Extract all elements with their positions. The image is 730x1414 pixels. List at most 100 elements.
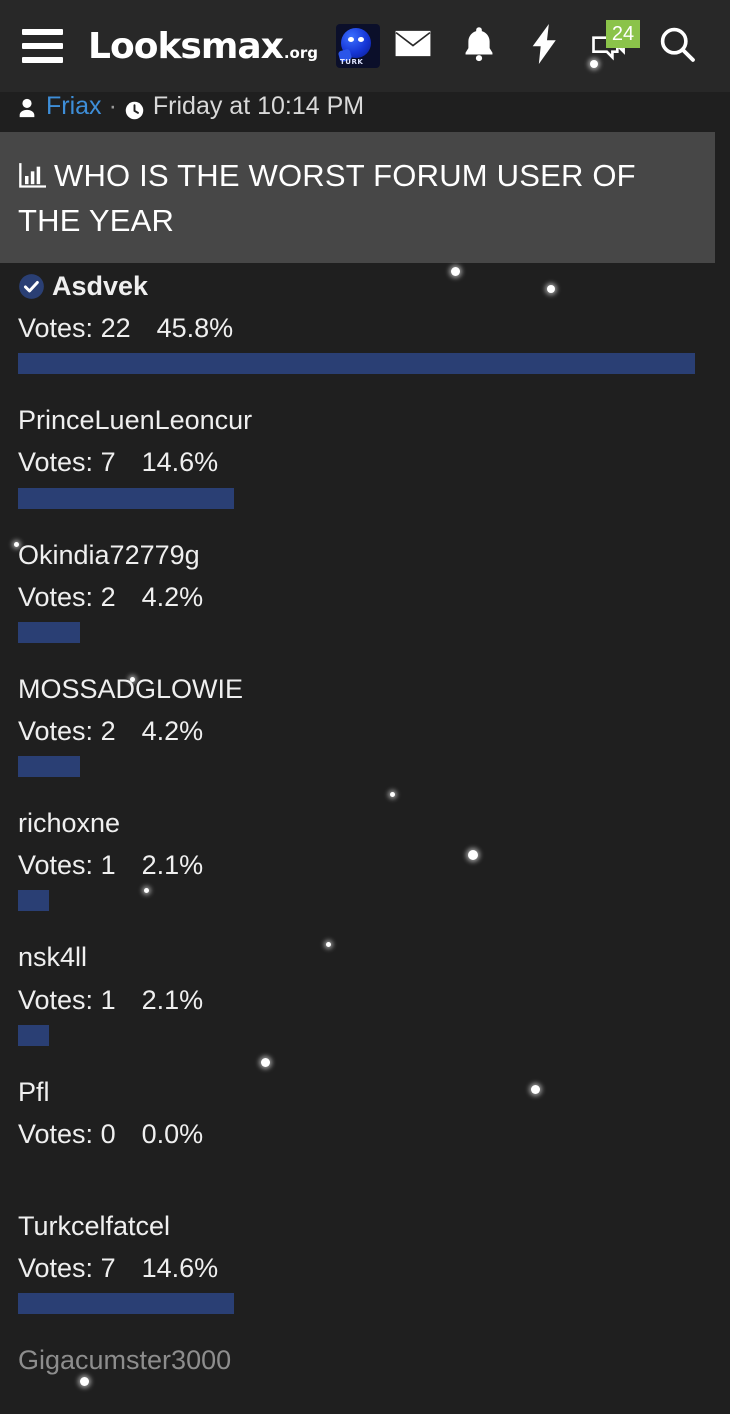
poll-option-row: richoxne Votes: 1 2.1% xyxy=(18,805,712,912)
poll-option-name: MOSSADGLOWIE xyxy=(18,671,712,707)
votes-percent: 4.2% xyxy=(141,581,204,612)
hamburger-icon[interactable] xyxy=(22,29,64,63)
poll-option-stats: Votes: 1 2.1% xyxy=(18,848,712,883)
poll-title-text: WHO IS THE WORST FORUM USER OF THE YEAR xyxy=(18,158,636,238)
poll-option-label: MOSSADGLOWIE xyxy=(18,673,244,704)
poll-option-row: Turkcelfatcel Votes: 7 14.6% xyxy=(18,1208,712,1315)
votes-percent: 45.8% xyxy=(156,313,234,344)
inbox-button[interactable] xyxy=(380,16,446,76)
votes-label: Votes: xyxy=(18,1253,101,1284)
user-icon xyxy=(16,97,38,119)
poll-option-name: Asdvek xyxy=(18,268,712,304)
poll-bar-track xyxy=(18,487,712,509)
poll-option-row: nsk4ll Votes: 1 2.1% xyxy=(18,939,712,1046)
poll-bar-chart-icon xyxy=(18,157,46,188)
poll-option-row: PrinceLuenLeoncur Votes: 7 14.6% xyxy=(18,402,712,509)
poll-bar-fill xyxy=(18,756,80,778)
votes-label: Votes: xyxy=(18,984,101,1015)
poll-option-stats: Votes: 2 4.2% xyxy=(18,580,712,615)
poll-bar-track xyxy=(18,890,712,912)
poll-option-label: Okindia72779g xyxy=(18,539,200,570)
votes-count: 7 xyxy=(100,447,116,478)
poll-bar-track xyxy=(18,756,712,778)
poll-option-row: Gigacumster3000 xyxy=(18,1342,712,1378)
votes-count: 2 xyxy=(100,581,116,612)
votes-percent: 14.6% xyxy=(141,447,219,478)
poll-option-stats: Votes: 22 45.8% xyxy=(18,311,712,346)
poll-bar-track xyxy=(18,621,712,643)
poll-option-name: Gigacumster3000 xyxy=(18,1342,712,1378)
avatar-tag: TURK xyxy=(340,58,364,66)
votes-count: 2 xyxy=(100,715,116,746)
poll-option-name: Turkcelfatcel xyxy=(18,1208,712,1244)
votes-percent: 0.0% xyxy=(141,1118,204,1149)
poll-option-stats: Votes: 7 14.6% xyxy=(18,445,712,480)
poll-bar-fill xyxy=(18,1293,234,1315)
poll-option-name: Pfl xyxy=(18,1074,712,1110)
poll-option-name: richoxne xyxy=(18,805,712,841)
poll-bar-fill xyxy=(18,890,49,912)
poll-option-row: MOSSADGLOWIE Votes: 2 4.2% xyxy=(18,671,712,778)
votes-count: 0 xyxy=(100,1118,116,1149)
votes-count: 22 xyxy=(100,313,131,344)
byline-timestamp[interactable]: Friday at 10:14 PM xyxy=(152,91,365,120)
avatar-eye-left xyxy=(348,37,354,42)
poll-option-label: Gigacumster3000 xyxy=(18,1345,232,1376)
poll-option-row: Okindia72779g Votes: 2 4.2% xyxy=(18,537,712,643)
poll-bar-fill xyxy=(18,1024,49,1046)
check-circle-icon xyxy=(18,273,45,300)
poll-bar-track xyxy=(18,1293,712,1315)
poll-bar-track xyxy=(18,1159,712,1180)
poll-option-label: Asdvek xyxy=(52,271,149,301)
votes-label: Votes: xyxy=(18,447,101,478)
search-button[interactable] xyxy=(644,16,710,76)
votes-label: Votes: xyxy=(18,715,101,746)
votes-percent: 2.1% xyxy=(141,850,204,881)
poll-option-stats: Votes: 7 14.6% xyxy=(18,1251,712,1286)
alerts-button[interactable] xyxy=(446,16,512,76)
votes-label: Votes: xyxy=(18,850,101,881)
brand-name: Looksmax xyxy=(88,25,284,67)
poll-option-name: PrinceLuenLeoncur xyxy=(18,402,712,438)
poll-title: WHO IS THE WORST FORUM USER OF THE YEAR xyxy=(0,132,715,264)
poll-option-row: Pfl Votes: 0 0.0% xyxy=(18,1074,712,1180)
poll-option-label: PrinceLuenLeoncur xyxy=(18,405,253,436)
brand-tld: .org xyxy=(283,43,318,62)
poll-bar-fill xyxy=(18,487,234,509)
poll-option-label: Pfl xyxy=(18,1076,50,1107)
votes-label: Votes: xyxy=(18,313,101,344)
poll-bar-fill xyxy=(18,353,695,375)
votes-label: Votes: xyxy=(18,1118,101,1149)
bell-icon xyxy=(462,25,496,67)
poll-bar-fill xyxy=(18,621,80,643)
votes-percent: 4.2% xyxy=(141,715,204,746)
site-logo[interactable]: Looksmax .org xyxy=(88,26,318,67)
lightning-bolt-icon xyxy=(532,23,558,69)
clock-icon xyxy=(124,99,145,120)
conversations-badge: 24 xyxy=(606,20,640,48)
poll-option-label: Turkcelfatcel xyxy=(18,1210,171,1241)
poll-option-label: nsk4ll xyxy=(18,942,88,973)
votes-count: 7 xyxy=(100,1253,116,1284)
poll-option-stats: Votes: 2 4.2% xyxy=(18,714,712,749)
votes-count: 1 xyxy=(100,984,116,1015)
byline-author[interactable]: Friax xyxy=(46,91,102,120)
avatar[interactable]: TURK xyxy=(336,24,380,68)
poll-option-stats: Votes: 1 2.1% xyxy=(18,983,712,1018)
magnifier-icon xyxy=(659,26,695,67)
votes-count: 1 xyxy=(100,850,116,881)
poll-option-name: Okindia72779g xyxy=(18,537,712,573)
poll-bar-track xyxy=(18,1024,712,1046)
votes-percent: 14.6% xyxy=(141,1253,219,1284)
nav-icon-group: 24 xyxy=(380,16,730,76)
top-navigation-bar: Looksmax .org TURK xyxy=(0,0,730,92)
activity-button[interactable] xyxy=(512,16,578,76)
poll-option-name: nsk4ll xyxy=(18,939,712,975)
envelope-icon xyxy=(394,29,432,63)
poll-option-row: Asdvek Votes: 22 45.8% xyxy=(18,268,712,375)
poll-option-label: richoxne xyxy=(18,808,121,839)
poll-option-stats: Votes: 0 0.0% xyxy=(18,1117,712,1152)
conversations-button[interactable]: 24 xyxy=(578,16,644,76)
byline-separator: · xyxy=(108,91,117,120)
